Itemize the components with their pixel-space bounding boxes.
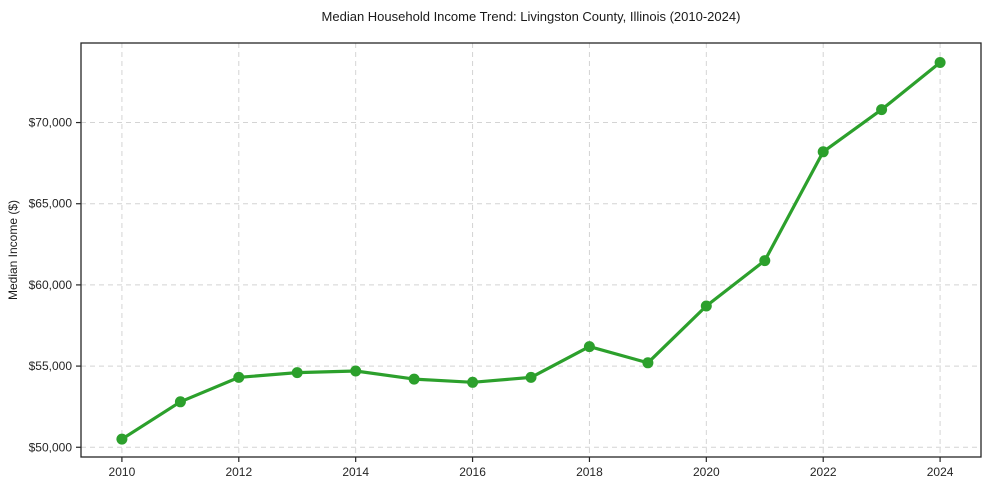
- grid-layer: [81, 43, 981, 457]
- data-point-2019: [642, 357, 654, 369]
- axis-layer: $50,000 $55,000 $60,000 $65,000 $70,000 2010 2…: [29, 42, 982, 479]
- y-tick-label: $50,000: [29, 440, 73, 454]
- data-point-2010: [116, 433, 128, 445]
- x-tick-label: 2018: [576, 465, 603, 479]
- data-point-2016: [467, 376, 479, 388]
- income-series-layer: [116, 57, 946, 445]
- data-point-2024: [934, 57, 946, 68]
- data-point-2020: [700, 300, 712, 312]
- data-point-2012: [233, 371, 245, 383]
- y-tick-label: $55,000: [29, 359, 73, 373]
- data-point-2011: [174, 396, 186, 408]
- data-point-2022: [817, 146, 829, 158]
- y-tick-label: $65,000: [29, 197, 73, 211]
- data-point-2017: [525, 371, 537, 383]
- data-point-2015: [408, 373, 420, 385]
- x-tick-label: 2010: [109, 465, 136, 479]
- data-point-2014: [350, 365, 362, 377]
- y-tick-label: $60,000: [29, 278, 73, 292]
- data-point-2013: [291, 367, 303, 379]
- x-tick-label: 2022: [810, 465, 837, 479]
- chart-title: Median Household Income Trend: Livingsto…: [322, 9, 741, 24]
- x-tick-label: 2016: [459, 465, 486, 479]
- x-tick-label: 2012: [225, 465, 252, 479]
- y-tick-label: $70,000: [29, 116, 73, 130]
- x-tick-label: 2020: [693, 465, 720, 479]
- data-point-2023: [876, 104, 888, 116]
- data-point-2021: [759, 255, 771, 267]
- data-point-2018: [583, 341, 595, 353]
- x-tick-label: 2024: [927, 465, 954, 479]
- x-tick-label: 2014: [342, 465, 369, 479]
- plot-border: [80, 42, 982, 458]
- y-axis-label: Median Income ($): [6, 200, 20, 300]
